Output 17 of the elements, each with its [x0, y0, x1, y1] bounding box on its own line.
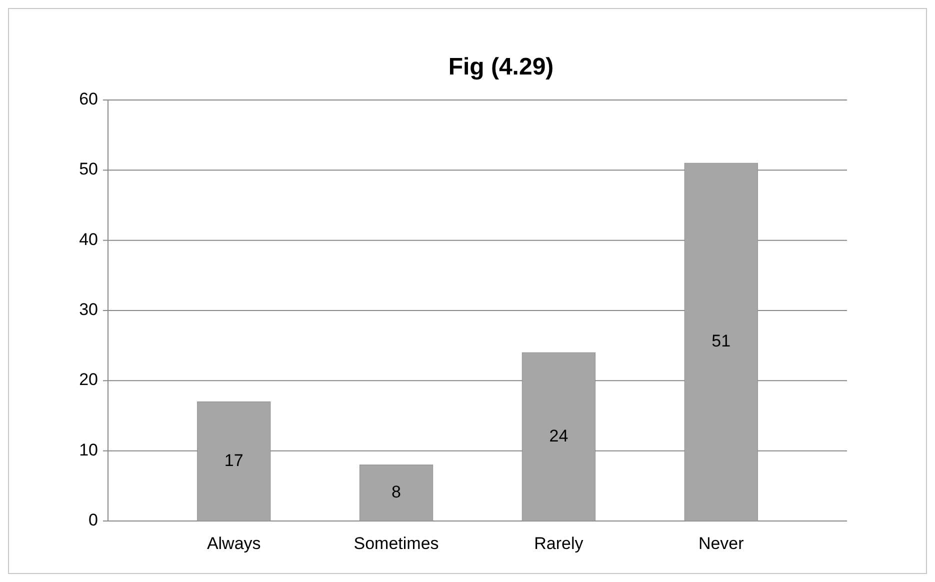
data-label: 24	[549, 426, 568, 446]
bar	[359, 464, 434, 522]
x-tick-label: Sometimes	[354, 534, 439, 553]
y-tick-label: 30	[79, 300, 98, 319]
y-tick-label: 0	[88, 510, 98, 530]
x-tick-label: Always	[206, 534, 261, 553]
x-tick-label: Rarely	[534, 534, 584, 553]
y-tick-label: 40	[79, 230, 98, 249]
y-tick-label: 10	[79, 440, 98, 460]
y-tick-label: 50	[79, 160, 98, 179]
data-label: 17	[224, 450, 244, 470]
data-label: 51	[712, 332, 731, 351]
y-tick-label: 20	[79, 370, 98, 390]
x-tick-label: Never	[698, 534, 744, 553]
data-label: 8	[392, 482, 402, 502]
chart-title: Fig (4.29)	[448, 53, 554, 80]
y-tick-label: 60	[79, 89, 98, 108]
